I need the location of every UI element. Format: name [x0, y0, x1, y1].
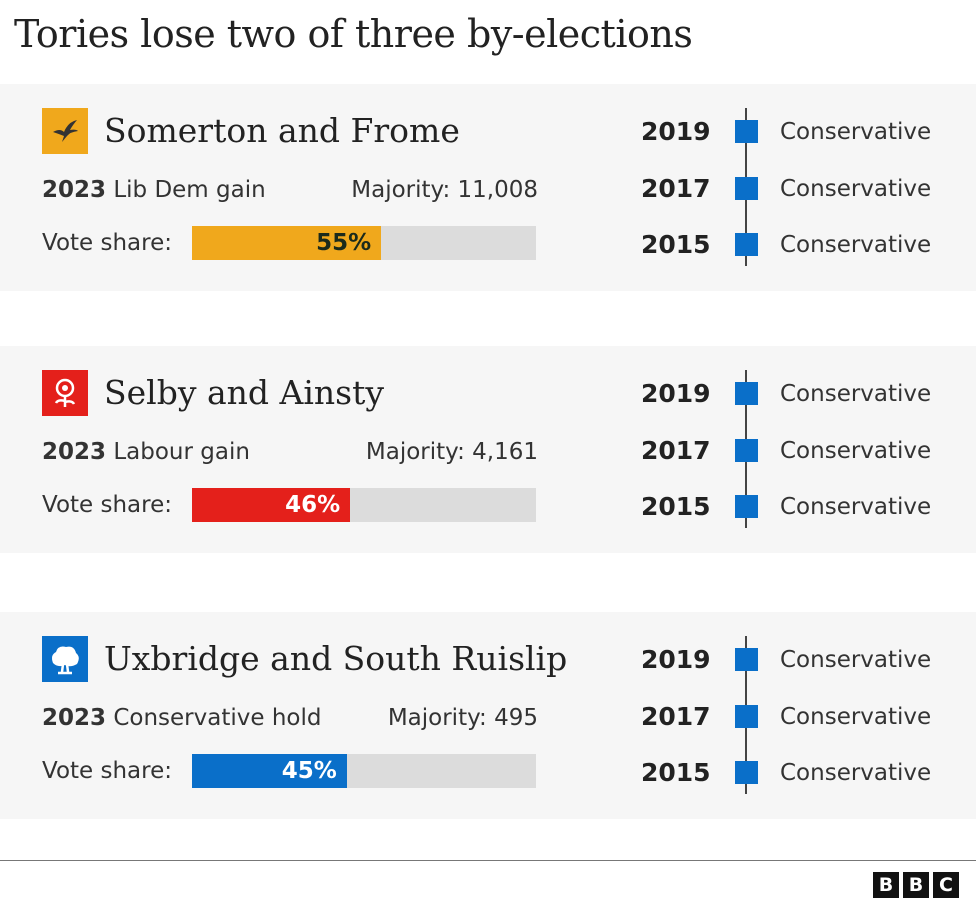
- result-text: Labour gain: [113, 439, 250, 465]
- result-year: 2023: [42, 705, 107, 731]
- history-year: 2017: [641, 174, 711, 203]
- bbc-logo-b2: B: [903, 872, 929, 898]
- vote-share-label: Vote share:: [42, 230, 173, 256]
- vote-share-bar: 45%: [192, 754, 347, 788]
- party-marker: [735, 439, 758, 462]
- bbc-logo-c: C: [933, 872, 959, 898]
- party-marker: [735, 648, 758, 671]
- history-party: Conservative: [780, 381, 932, 407]
- majority: Majority: 4,161: [365, 439, 538, 465]
- majority: Majority: 11,008: [351, 177, 538, 203]
- vote-share-bar: 46%: [192, 488, 351, 522]
- history-party: Conservative: [780, 438, 932, 464]
- history-year: 2017: [641, 702, 711, 731]
- history-party: Conservative: [780, 704, 932, 730]
- party-marker: [735, 233, 758, 256]
- footer-divider: [0, 860, 976, 861]
- party-marker: [735, 177, 758, 200]
- labour-rose-icon: [42, 370, 88, 416]
- vote-share-label: Vote share:: [42, 492, 173, 518]
- history-party: Conservative: [780, 760, 932, 786]
- vote-share-track: 55%: [192, 226, 536, 260]
- vote-share-track: 45%: [192, 754, 536, 788]
- history-year: 2015: [641, 492, 711, 521]
- history-party: Conservative: [780, 494, 932, 520]
- vote-share-label: Vote share:: [42, 758, 173, 784]
- bbc-logo-b1: B: [873, 872, 899, 898]
- result-line: 2023 Conservative hold: [42, 702, 321, 734]
- constituency-panel: Somerton and Frome 2023 Lib Dem gain Maj…: [0, 84, 976, 291]
- history-year: 2019: [641, 117, 711, 146]
- party-marker: [735, 495, 758, 518]
- majority: Majority: 495: [387, 705, 538, 731]
- party-marker: [735, 761, 758, 784]
- chart-title: Tories lose two of three by-elections: [14, 12, 693, 56]
- history-party: Conservative: [780, 119, 932, 145]
- history-party: Conservative: [780, 176, 932, 202]
- party-marker: [735, 120, 758, 143]
- conservative-tree-icon: [42, 636, 88, 682]
- vote-share-track: 46%: [192, 488, 536, 522]
- result-year: 2023: [42, 439, 107, 465]
- result-year: 2023: [42, 177, 107, 203]
- constituency-panel: Selby and Ainsty 2023 Labour gain Majori…: [0, 346, 976, 553]
- history-year: 2017: [641, 436, 711, 465]
- constituency-name: Somerton and Frome: [104, 111, 460, 150]
- result-text: Lib Dem gain: [113, 177, 266, 203]
- constituency-name: Selby and Ainsty: [104, 373, 384, 412]
- party-marker: [735, 705, 758, 728]
- result-line: 2023 Lib Dem gain: [42, 174, 266, 206]
- result-line: 2023 Labour gain: [42, 436, 250, 468]
- history-party: Conservative: [780, 647, 932, 673]
- vote-share-value: 45%: [281, 758, 337, 784]
- history-party: Conservative: [780, 232, 932, 258]
- party-marker: [735, 382, 758, 405]
- result-text: Conservative hold: [113, 705, 322, 731]
- vote-share-bar: 55%: [192, 226, 382, 260]
- constituency-panel: Uxbridge and South Ruislip 2023 Conserva…: [0, 612, 976, 819]
- libdem-bird-icon: [42, 108, 88, 154]
- vote-share-value: 46%: [285, 492, 341, 518]
- vote-share-value: 55%: [316, 230, 372, 256]
- history-year: 2019: [641, 645, 711, 674]
- history-year: 2015: [641, 230, 711, 259]
- history-year: 2015: [641, 758, 711, 787]
- constituency-name: Uxbridge and South Ruislip: [104, 639, 568, 678]
- history-year: 2019: [641, 379, 711, 408]
